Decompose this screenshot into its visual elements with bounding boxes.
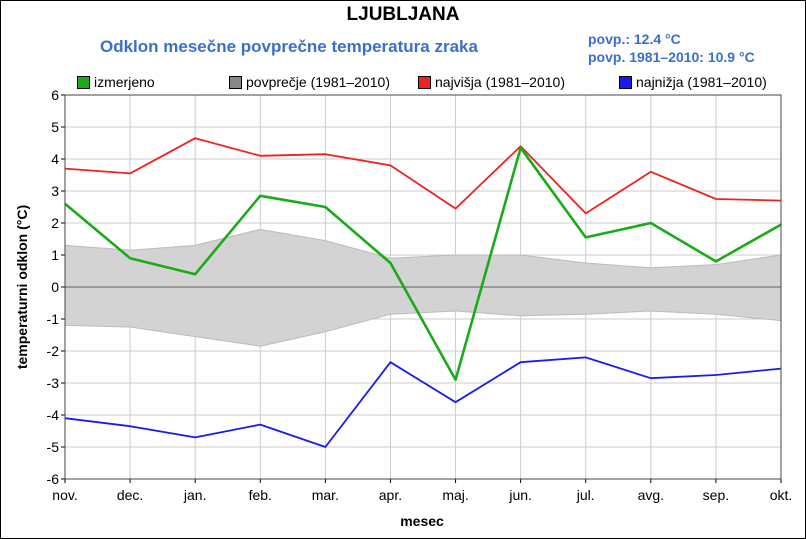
legend-item-max: najvišja (1981–2010) [418, 74, 565, 90]
legend-label-min: najnižja (1981–2010) [636, 74, 767, 90]
legend-label-band: povprečje (1981–2010) [246, 74, 390, 90]
legend-swatch-min [619, 75, 632, 89]
x-tick-label: okt. [770, 487, 793, 503]
x-axis-label: mesec [400, 513, 444, 529]
y-tick-label: 6 [51, 87, 59, 103]
y-tick-label: -4 [47, 407, 60, 423]
y-tick-label: -6 [47, 471, 60, 487]
x-tick-label: maj. [442, 487, 468, 503]
series-line-min [64, 356, 782, 448]
x-tick-label: apr. [379, 487, 402, 503]
legend-swatch-measured [77, 75, 90, 89]
y-tick-label: -3 [47, 375, 60, 391]
legend-label-measured: izmerjeno [94, 74, 155, 90]
legend-swatch-max [418, 75, 431, 89]
average-current: povp.: 12.4 °C [588, 31, 681, 47]
x-tick-label: sep. [703, 487, 729, 503]
legend-item-min: najnižja (1981–2010) [619, 74, 767, 90]
y-tick-label: 4 [51, 151, 59, 167]
x-tick-label: nov. [52, 487, 77, 503]
x-tick-label: jul. [576, 487, 595, 503]
plot-border [64, 94, 782, 480]
y-tick-label: 0 [51, 279, 59, 295]
y-tick-label: 5 [51, 119, 59, 135]
legend-item-measured: izmerjeno [77, 74, 155, 90]
y-axis-label: temperaturni odklon (°C) [14, 205, 30, 369]
x-tick-label: jan. [183, 487, 207, 503]
y-tick-label: -1 [47, 311, 60, 327]
x-tick-label: mar. [312, 487, 339, 503]
x-tick-label: avg. [638, 487, 664, 503]
legend-item-band: povprečje (1981–2010) [229, 74, 390, 90]
y-tick-label: -5 [47, 439, 60, 455]
x-tick-label: dec. [117, 487, 143, 503]
series-line-max [64, 137, 782, 215]
y-tick-label: 3 [51, 183, 59, 199]
series-line-measured [64, 146, 782, 382]
y-tick-label: 2 [51, 215, 59, 231]
chart-subtitle: Odklon mesečne povprečne temperatura zra… [100, 37, 478, 56]
y-tick-label: 1 [51, 247, 59, 263]
x-tick-label: feb. [249, 487, 272, 503]
average-normal: povp. 1981–2010: 10.9 °C [588, 49, 755, 65]
x-tick-label: jun. [508, 487, 532, 503]
legend-label-max: najvišja (1981–2010) [435, 74, 565, 90]
y-tick-label: -2 [47, 343, 60, 359]
legend-swatch-band [229, 75, 242, 89]
series-lines-layer [64, 137, 782, 448]
chart-title: LJUBLJANA [346, 4, 460, 25]
